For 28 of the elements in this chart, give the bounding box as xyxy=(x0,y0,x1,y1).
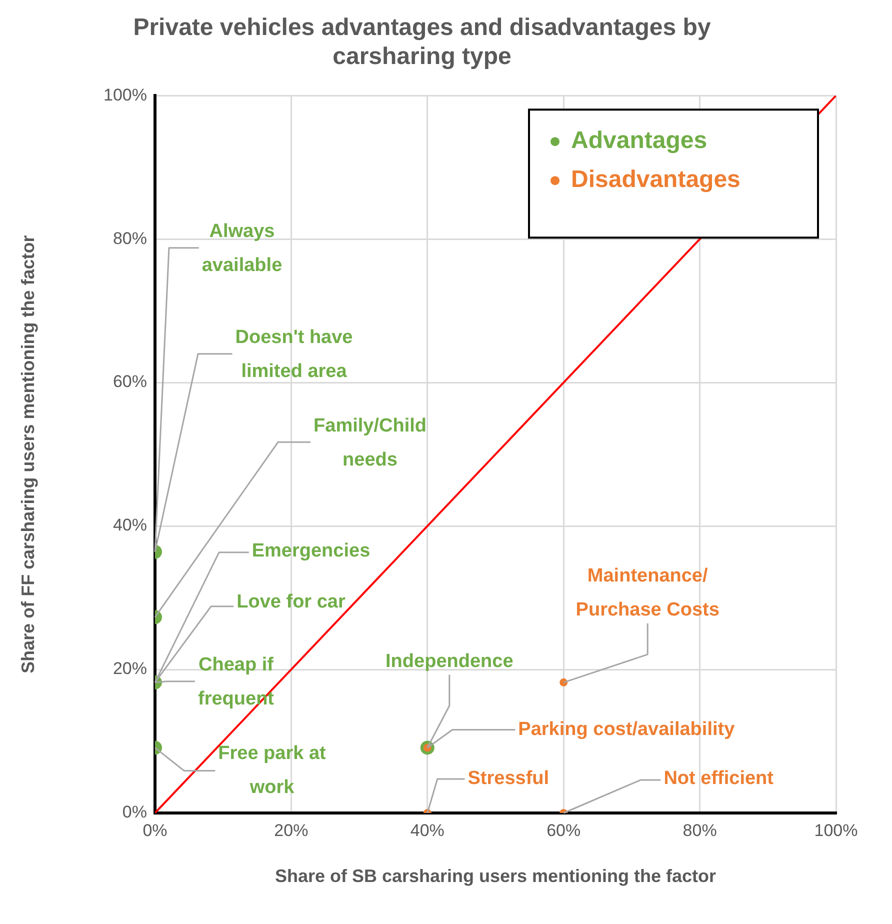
x-tick-label: 60% xyxy=(546,820,581,840)
x-tick-label: 100% xyxy=(814,820,858,840)
x-tick-label: 40% xyxy=(410,820,444,840)
y-axis-title: Share of FF carsharing users mentioning the factor xyxy=(18,235,38,674)
y-tick-label: 60% xyxy=(112,372,147,392)
y-tick-label: 20% xyxy=(112,659,147,678)
x-tick-label: 20% xyxy=(274,820,308,840)
annotation: Doesn't have limited area xyxy=(235,327,353,382)
y-tick-label: 40% xyxy=(112,516,147,535)
annotation: Always available xyxy=(202,221,282,276)
x-tick-label: 0% xyxy=(142,820,168,840)
legend-label: Advantages xyxy=(571,127,708,154)
annotation: Maintenance/ Purchase Costs xyxy=(576,566,720,621)
chart-title: Private vehicles advantages and disadvantages by carsharing type xyxy=(133,14,712,70)
annotation: Love for car xyxy=(236,592,346,613)
y-tick-label: 80% xyxy=(112,228,147,248)
annotation: Stressful xyxy=(468,768,550,790)
annotation: Family/Child needs xyxy=(314,415,426,470)
annotation: Free park at work xyxy=(218,742,327,798)
annotation: Not efficient xyxy=(664,768,774,790)
annotation: Independence xyxy=(386,650,514,672)
y-tick-label: 100% xyxy=(104,85,147,104)
x-axis-title: Share of SB carsharing users mentioning the factor xyxy=(274,866,716,886)
annotation: Parking cost/availability xyxy=(518,718,736,740)
legend-label: Disadvantages xyxy=(571,166,740,194)
annotation: Emergencies xyxy=(252,540,370,562)
x-tick-label: 80% xyxy=(682,820,717,840)
y-tick-label: 0% xyxy=(122,802,147,822)
